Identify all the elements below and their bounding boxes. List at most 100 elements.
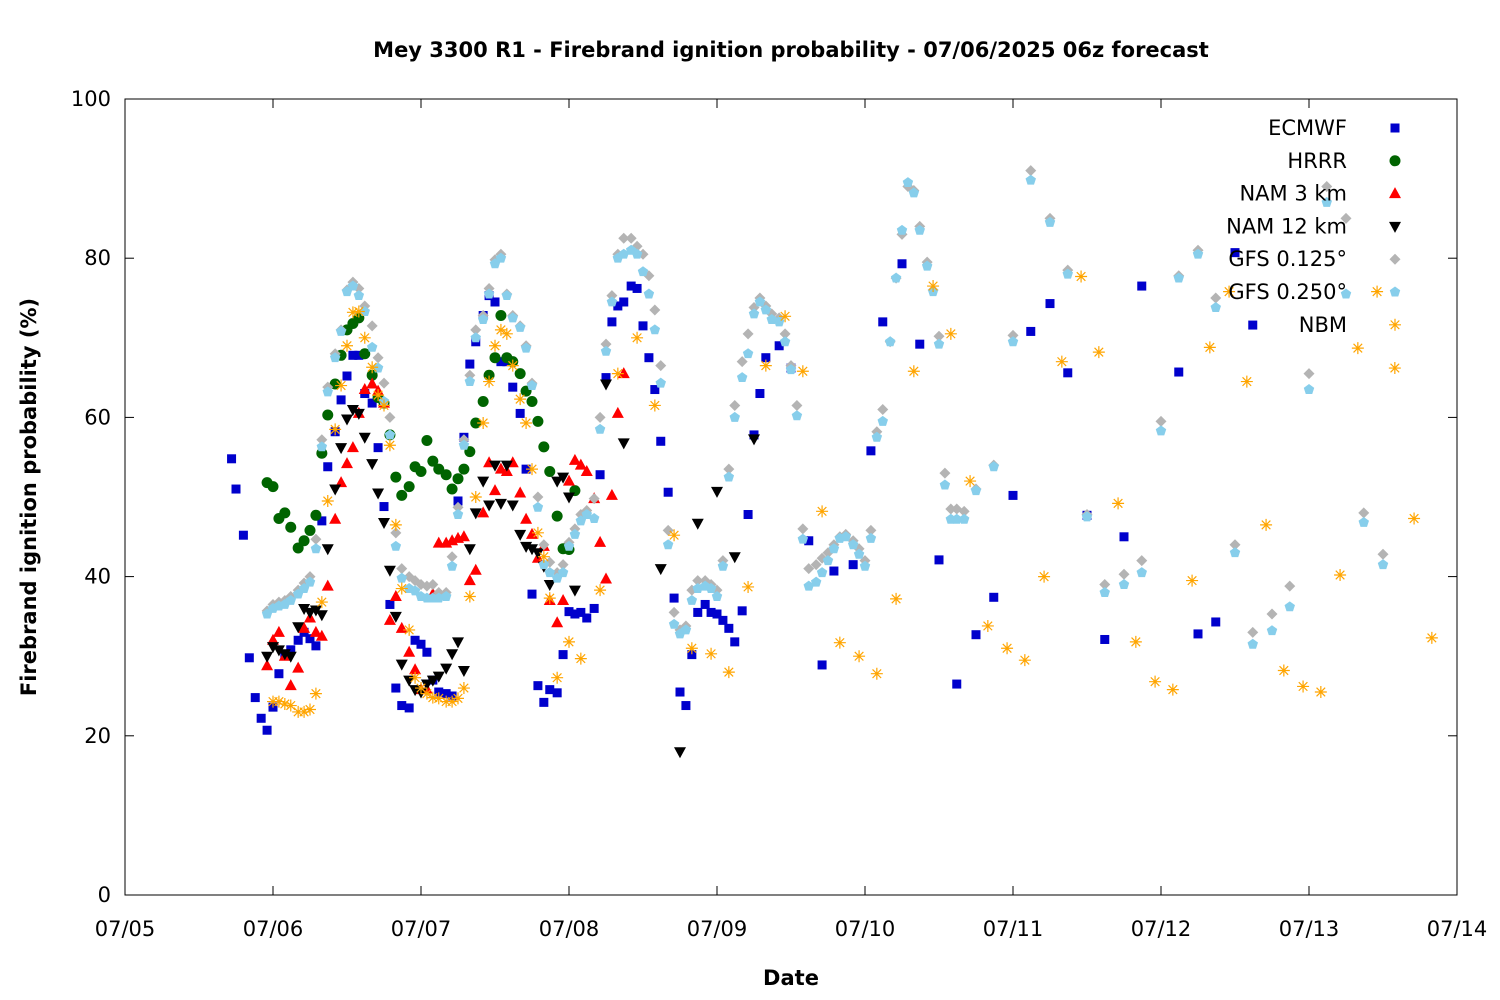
data-point bbox=[1136, 555, 1148, 567]
data-point bbox=[409, 585, 421, 596]
y-tick-label: 20 bbox=[84, 724, 111, 748]
data-point bbox=[981, 619, 994, 632]
data-point bbox=[390, 540, 402, 551]
data-point bbox=[415, 466, 427, 478]
data-point bbox=[250, 693, 260, 703]
legend-label: NAM 12 km bbox=[1226, 214, 1347, 238]
data-point bbox=[712, 609, 722, 619]
data-point bbox=[335, 325, 347, 336]
data-point bbox=[866, 446, 876, 456]
data-point bbox=[1038, 570, 1051, 583]
data-point bbox=[557, 567, 569, 578]
data-point bbox=[366, 377, 379, 389]
data-point bbox=[748, 434, 760, 446]
data-point bbox=[539, 697, 549, 707]
data-point bbox=[816, 505, 829, 518]
data-point bbox=[309, 605, 322, 617]
series-6-markers bbox=[261, 174, 1389, 649]
data-point bbox=[403, 623, 416, 636]
legend-label: ECMWF bbox=[1268, 116, 1347, 140]
data-point bbox=[421, 434, 433, 446]
data-point bbox=[1149, 675, 1162, 688]
data-point bbox=[742, 580, 755, 593]
data-point bbox=[335, 379, 348, 392]
legend-label: HRRR bbox=[1287, 149, 1347, 173]
data-point bbox=[514, 321, 526, 332]
data-point bbox=[557, 472, 570, 484]
data-point bbox=[341, 339, 353, 352]
data-point bbox=[1284, 601, 1295, 612]
data-point bbox=[358, 331, 371, 344]
data-point bbox=[458, 463, 470, 475]
data-point bbox=[742, 348, 754, 359]
legend-marker bbox=[1389, 187, 1401, 199]
data-point bbox=[335, 476, 348, 488]
data-point bbox=[310, 509, 322, 521]
data-point bbox=[600, 572, 612, 584]
data-point bbox=[1247, 626, 1259, 638]
data-point bbox=[378, 377, 390, 389]
data-point bbox=[489, 339, 501, 352]
data-point bbox=[366, 361, 379, 374]
data-point bbox=[574, 458, 587, 470]
data-point bbox=[759, 359, 772, 372]
data-point bbox=[638, 321, 648, 331]
data-point bbox=[514, 368, 526, 380]
data-point bbox=[669, 593, 679, 603]
data-point bbox=[274, 669, 284, 679]
data-point bbox=[354, 350, 364, 360]
data-point bbox=[304, 524, 316, 536]
data-point bbox=[489, 352, 501, 364]
data-point bbox=[323, 462, 333, 472]
data-point bbox=[395, 582, 408, 595]
legend-item: GFS 0.250° bbox=[1228, 280, 1401, 304]
data-point bbox=[292, 622, 305, 634]
data-point bbox=[817, 660, 827, 670]
data-point bbox=[1044, 216, 1056, 227]
data-point bbox=[1137, 281, 1147, 291]
data-point bbox=[383, 439, 396, 452]
data-point bbox=[631, 248, 643, 259]
data-point bbox=[372, 389, 385, 402]
data-point bbox=[284, 679, 297, 691]
data-point bbox=[384, 411, 396, 423]
legend-item: HRRR bbox=[1287, 149, 1401, 173]
data-point bbox=[244, 653, 254, 663]
data-point bbox=[944, 327, 957, 340]
data-point bbox=[403, 481, 415, 493]
legend-marker bbox=[1389, 155, 1401, 167]
data-point bbox=[569, 528, 581, 539]
data-point bbox=[496, 357, 506, 367]
data-point bbox=[729, 399, 741, 411]
x-tick-label: 07/13 bbox=[1279, 917, 1340, 941]
data-point bbox=[779, 310, 792, 323]
data-point bbox=[416, 639, 426, 649]
data-point bbox=[687, 650, 697, 660]
data-point bbox=[662, 524, 674, 536]
data-point bbox=[748, 308, 760, 319]
data-point bbox=[551, 616, 564, 628]
data-point bbox=[501, 290, 513, 301]
data-point bbox=[1062, 268, 1073, 279]
data-point bbox=[1321, 181, 1333, 193]
data-point bbox=[1001, 642, 1014, 655]
data-point bbox=[256, 713, 266, 723]
data-point bbox=[958, 513, 970, 524]
data-point bbox=[446, 649, 459, 661]
data-point bbox=[822, 555, 834, 566]
data-point bbox=[1388, 362, 1401, 375]
data-point bbox=[500, 460, 513, 472]
data-point bbox=[1129, 635, 1142, 648]
data-point bbox=[626, 281, 636, 291]
data-point bbox=[722, 666, 735, 679]
data-point bbox=[760, 304, 772, 315]
data-point bbox=[329, 352, 341, 363]
data-point bbox=[396, 489, 408, 501]
data-point bbox=[285, 594, 296, 605]
data-point bbox=[693, 607, 703, 617]
data-point bbox=[890, 592, 903, 605]
data-point bbox=[420, 679, 433, 691]
data-point bbox=[441, 689, 451, 699]
data-point bbox=[654, 564, 667, 576]
data-point bbox=[797, 533, 809, 544]
